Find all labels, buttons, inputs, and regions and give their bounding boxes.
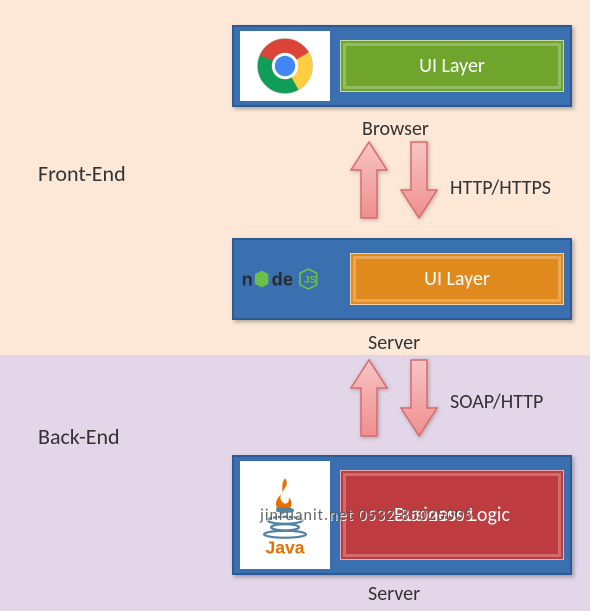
chrome-icon <box>240 31 330 101</box>
svg-text:n: n <box>242 269 253 290</box>
nodejs-icon: n de JS <box>240 244 340 314</box>
svg-text:de: de <box>272 269 293 290</box>
protocol-soap: SOAP/HTTP <box>450 390 543 414</box>
backend-label: Back-End <box>38 423 120 450</box>
node-caption: Server <box>368 331 420 355</box>
protocol-http: HTTP/HTTPS <box>450 176 551 200</box>
arrow-down-icon <box>398 358 440 438</box>
arrows-backend <box>348 358 440 438</box>
java-caption: Server <box>368 582 420 606</box>
svg-text:Java: Java <box>266 538 305 558</box>
arrow-up-icon <box>348 140 390 220</box>
ui-layer-badge-browser: UI Layer <box>340 40 564 92</box>
watermark-text: jinruanit.net 0532-85025005 <box>260 506 474 525</box>
browser-box: UI Layer <box>232 25 572 107</box>
node-box: n de JS UI Layer <box>232 238 572 320</box>
arrow-up-icon <box>348 358 390 438</box>
ui-layer-badge-node: UI Layer <box>350 253 564 305</box>
arrows-frontend <box>348 140 440 220</box>
browser-caption: Browser <box>362 117 429 141</box>
frontend-label: Front-End <box>38 160 126 187</box>
arrow-down-icon <box>398 140 440 220</box>
svg-text:JS: JS <box>304 275 317 286</box>
